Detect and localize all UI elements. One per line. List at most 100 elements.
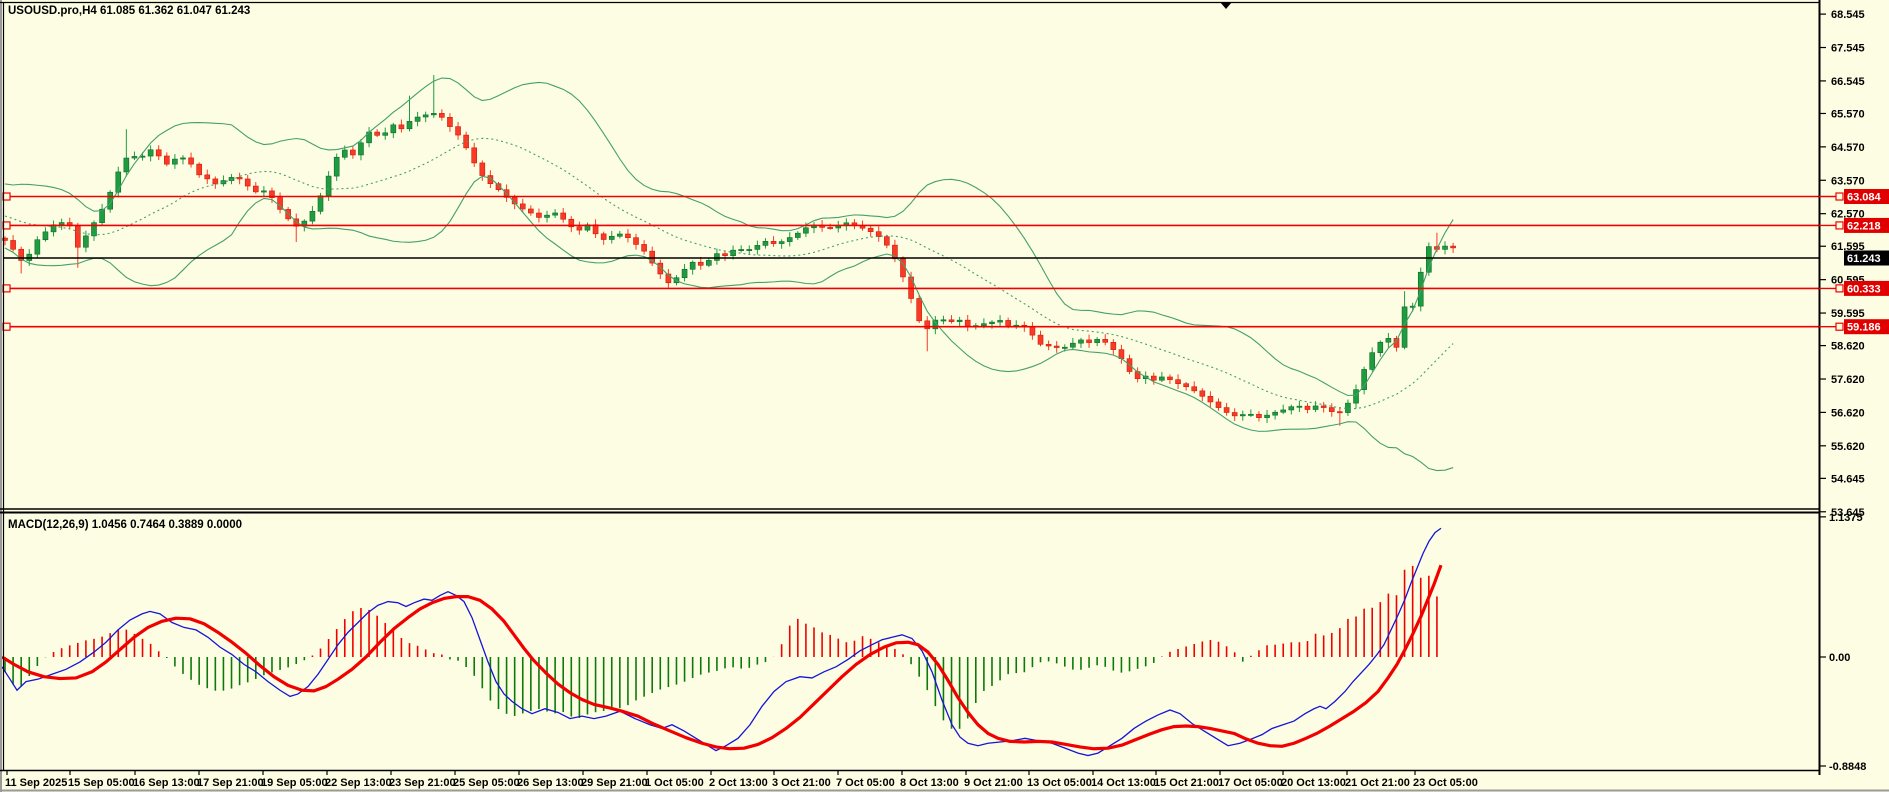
candle-bearish (1328, 407, 1335, 412)
candle-bullish (1345, 402, 1351, 413)
candle-bullish (997, 320, 1003, 323)
candle-bullish (981, 323, 987, 326)
candle-bullish (261, 190, 267, 193)
candle-bearish (196, 163, 202, 176)
candle-bearish (2, 237, 8, 241)
candle-bullish (220, 180, 227, 185)
candle-bearish (1005, 320, 1011, 326)
candle-bearish (528, 208, 534, 214)
candle-bearish (1150, 375, 1157, 381)
candle-bullish (325, 175, 332, 197)
candle-bearish (875, 231, 882, 237)
object-arrow-marker[interactable] (1220, 2, 1232, 9)
candle-bullish (778, 241, 785, 244)
time-axis-label: 14 Oct 13:00 (1091, 777, 1156, 789)
level-price-badge (1844, 319, 1889, 335)
candle-bullish (1377, 341, 1384, 353)
time-axis-label: 23 Sep 21:00 (389, 777, 456, 789)
candle-bearish (519, 203, 526, 210)
candle-bearish (75, 225, 81, 248)
candle-bearish (164, 155, 170, 165)
candle-bullish (301, 220, 308, 227)
candle-bearish (244, 178, 251, 187)
candle-bearish (1450, 245, 1456, 249)
macd-signal-line (1, 564, 1443, 751)
candle-bearish (1029, 326, 1036, 336)
candle-bearish (1191, 386, 1198, 392)
current-price-badge (1844, 250, 1889, 266)
candle-bearish (1102, 339, 1109, 343)
candle-bullish (91, 222, 97, 237)
candle-bearish (455, 126, 461, 136)
price-badge-text: 60.333 (1847, 283, 1881, 295)
time-axis-label: 15 Oct 21:00 (1154, 777, 1219, 789)
candle-bearish (204, 174, 211, 180)
price-axis-label: 56.620 (1831, 407, 1865, 419)
candle-bullish (544, 214, 550, 218)
candle-bearish (641, 244, 647, 252)
price-axis-label: 66.545 (1831, 76, 1865, 88)
candle-bearish (657, 262, 664, 275)
candle-bullish (107, 191, 113, 210)
price-axis-label: 61.595 (1831, 241, 1865, 253)
candle-bearish (293, 218, 300, 227)
candle-bearish (1304, 405, 1311, 410)
price-axis[interactable]: 68.545 67.545 66.545 65.570 64.570 63.570 62.5… (1819, 9, 1889, 773)
price-axis-label: 63.570 (1831, 175, 1865, 187)
candle-bearish (447, 117, 453, 127)
candle-bearish (1320, 405, 1327, 408)
price-level-lines[interactable] (2, 192, 1819, 331)
candle-bearish (536, 212, 542, 218)
badge-anchor-square (1835, 192, 1844, 201)
candle-bullish (42, 231, 49, 241)
time-axis-label: 2 Oct 13:00 (709, 777, 768, 789)
candle-bullish (1264, 414, 1270, 418)
macd-main-line (1, 527, 1442, 757)
level-price-badge (1844, 217, 1889, 233)
candle-bullish (1369, 352, 1376, 370)
badge-anchor-square (1835, 284, 1844, 293)
candle-bearish (471, 147, 478, 164)
candle-bearish (697, 261, 704, 266)
candle-bullish (131, 156, 138, 159)
candle-bearish (1215, 401, 1222, 408)
time-axis-label: 11 Sep 2025 (5, 777, 67, 789)
candle-bearish (1053, 345, 1060, 348)
candle-bearish (479, 162, 486, 176)
candle-bearish (892, 244, 898, 260)
price-badge-text: 62.218 (1847, 220, 1881, 232)
time-axis-label: 26 Sep 13:00 (517, 777, 584, 789)
price-axis-label: 64.570 (1831, 142, 1865, 154)
macd-axis-label: -0.8848 (1829, 761, 1866, 773)
candle-bullish (422, 114, 429, 118)
price-badge-text: 63.084 (1847, 192, 1882, 204)
candle-bullish (762, 241, 769, 246)
time-axis-label: 3 Oct 21:00 (772, 777, 831, 789)
badge-anchor-square (1835, 221, 1844, 230)
macd-panel[interactable] (1, 527, 1443, 757)
candle-bearish (649, 250, 656, 264)
candle-bullish (1280, 409, 1287, 413)
candle-bearish (1223, 407, 1230, 413)
candle-bearish (236, 177, 243, 180)
candle-bullish (390, 124, 397, 134)
candle-bullish (58, 222, 65, 226)
candle-bullish (172, 158, 178, 165)
candle-bearish (600, 233, 607, 240)
candle-bullish (932, 319, 939, 330)
time-axis-label: 17 Sep 21:00 (197, 777, 264, 789)
candle-bearish (770, 241, 777, 244)
candle-bullish (115, 171, 122, 193)
candle-bullish (358, 142, 364, 156)
candle-bearish (1175, 379, 1181, 385)
time-axis-label: 7 Oct 05:00 (836, 777, 895, 789)
candle-bearish (916, 298, 922, 322)
macd-axis-label: 0.00 (1829, 652, 1850, 664)
bollinger-middle-band (4, 137, 1454, 410)
candle-bearish (188, 157, 194, 165)
candle-bearish (576, 226, 583, 231)
